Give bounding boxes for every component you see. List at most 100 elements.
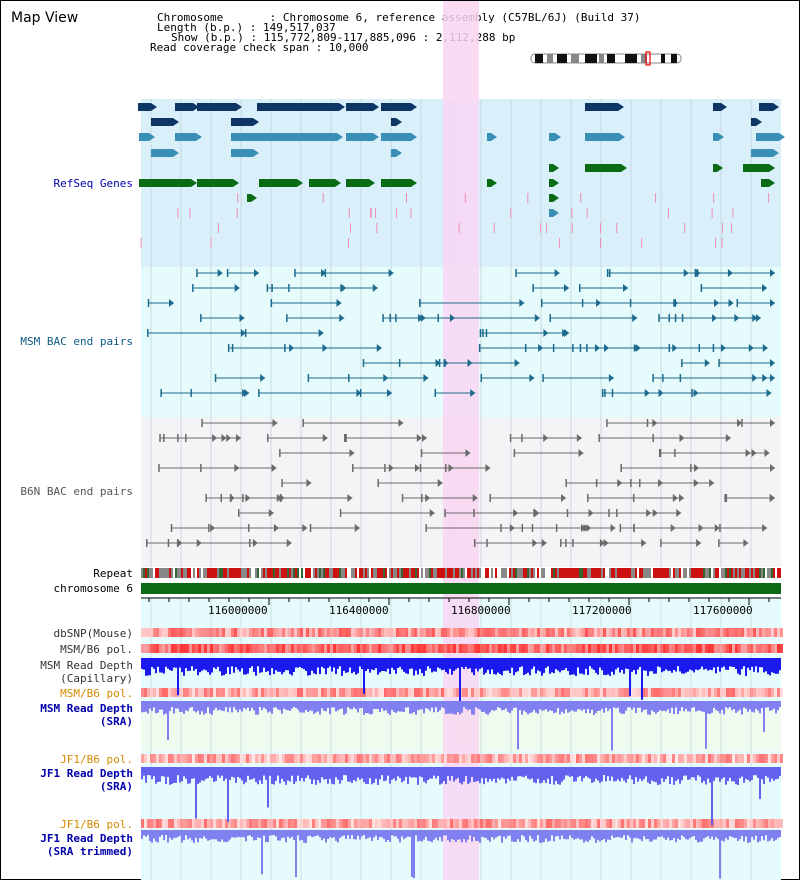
repeat-mark — [371, 568, 373, 578]
pol-heat-cell — [420, 754, 423, 763]
pol-heat-cell — [621, 819, 624, 828]
read-depth-bar — [625, 830, 627, 840]
pol-heat-cell — [474, 628, 477, 637]
read-depth-bar — [275, 658, 277, 671]
read-depth-bar — [259, 701, 261, 708]
pol-heat-cell — [546, 754, 549, 763]
read-depth-bar — [723, 767, 725, 778]
read-depth-bar — [645, 701, 647, 710]
chromosome-bar — [141, 583, 781, 594]
pol-heat-cell — [753, 819, 756, 828]
pol-heat-cell — [258, 754, 261, 763]
bac-end-arrow — [252, 539, 258, 547]
read-depth-bar — [659, 658, 661, 668]
gene-arrow — [253, 118, 259, 126]
pol-heat-cell — [555, 754, 558, 763]
pol-heat-cell — [210, 628, 213, 637]
read-depth-bar — [255, 701, 257, 715]
pol-heat-cell — [672, 628, 675, 637]
repeat-mark — [269, 568, 271, 578]
bac-end-arrow — [554, 269, 560, 277]
read-depth-bar — [325, 830, 327, 843]
pol-heat-cell — [261, 819, 264, 828]
repeat-mark — [453, 568, 455, 578]
repeat-mark — [573, 568, 575, 578]
read-depth-bar — [211, 767, 213, 778]
read-depth-bar — [655, 658, 657, 674]
pol-heat-cell — [714, 688, 717, 697]
pol-heat-cell — [639, 628, 642, 637]
pol-heat-cell — [528, 819, 531, 828]
read-depth-bar — [425, 767, 427, 784]
pol-heat-cell — [396, 819, 399, 828]
read-depth-bar — [471, 830, 473, 842]
gene-block — [759, 103, 773, 111]
pol-heat-cell — [540, 754, 543, 763]
repeat-mark — [621, 568, 623, 578]
pol-heat-cell — [342, 688, 345, 697]
read-depth-bar — [457, 658, 459, 669]
read-depth-bar — [471, 658, 473, 673]
repeat-mark — [327, 568, 329, 578]
pol-heat-cell — [711, 754, 714, 763]
read-depth-bar — [657, 767, 659, 785]
track-label-msm-bac[interactable]: MSM BAC end pairs — [20, 335, 133, 348]
pol-heat-cell — [600, 754, 603, 763]
pol-heat-cell — [720, 819, 723, 828]
read-depth-bar — [599, 767, 601, 783]
pol-heat-cell — [414, 688, 417, 697]
read-depth-bar — [723, 830, 725, 842]
read-depth-bar — [475, 701, 477, 708]
pol-heat-cell — [669, 644, 672, 653]
repeat-mark — [729, 568, 731, 578]
repeat-mark — [737, 568, 739, 578]
pol-heat-cell — [753, 644, 756, 653]
ideogram — [530, 53, 682, 64]
read-depth-bar — [309, 658, 311, 676]
read-depth-bar — [535, 830, 537, 841]
pol-heat-cell — [411, 754, 414, 763]
pol-heat-cell — [573, 819, 576, 828]
pol-heat-cell — [435, 754, 438, 763]
pol-heat-cell — [645, 754, 648, 763]
repeat-mark — [537, 568, 539, 578]
pol-heat-cell — [228, 688, 231, 697]
pol-heat-cell — [558, 819, 561, 828]
pol-heat-cell — [219, 644, 222, 653]
pol-heat-cell — [672, 754, 675, 763]
pol-heat-cell — [492, 754, 495, 763]
gene-block — [756, 133, 779, 141]
read-depth-bar — [251, 701, 253, 708]
read-depth-bar — [321, 701, 323, 709]
read-depth-bar — [515, 830, 517, 842]
pol-heat-cell — [609, 628, 612, 637]
read-depth-bar — [231, 830, 233, 838]
pol-heat-cell — [369, 688, 372, 697]
read-depth-bar — [625, 701, 627, 711]
read-depth-bar — [159, 658, 161, 673]
read-depth-bar — [143, 767, 145, 776]
track-label-b6n-bac[interactable]: B6N BAC end pairs — [20, 485, 133, 498]
bac-end-arrow — [770, 374, 775, 382]
pol-heat-cell — [729, 754, 732, 763]
pol-heat-cell — [759, 628, 762, 637]
pol-heat-cell — [381, 819, 384, 828]
read-depth-bar — [763, 830, 765, 841]
read-depth-bar — [387, 767, 389, 776]
pol-heat-cell — [201, 754, 204, 763]
bac-end-arrow — [318, 329, 324, 337]
read-depth-bar — [575, 830, 577, 839]
pol-heat-cell — [744, 688, 747, 697]
repeat-mark — [293, 568, 295, 578]
read-depth-bar — [449, 658, 451, 669]
repeat-mark — [225, 568, 227, 578]
pol-heat-cell — [570, 819, 573, 828]
pol-heat-cell — [168, 628, 171, 637]
read-depth-bar — [593, 767, 595, 782]
track-label-refseq[interactable]: RefSeq Genes — [53, 177, 133, 190]
ideogram-band — [671, 54, 677, 63]
read-depth-bar — [583, 767, 585, 779]
repeat-mark — [773, 568, 775, 578]
read-depth-bar — [551, 767, 553, 776]
read-depth-bar — [467, 701, 469, 711]
